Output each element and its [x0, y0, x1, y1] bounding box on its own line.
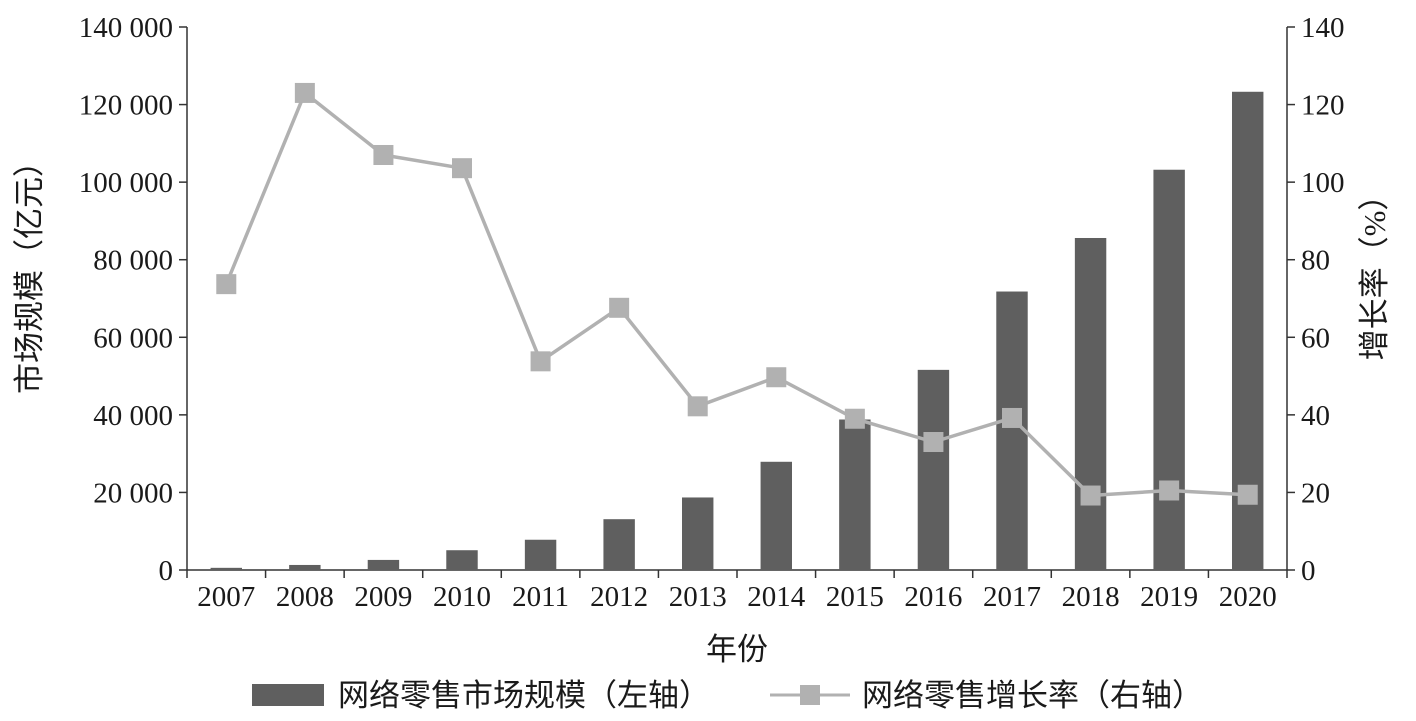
y-left-tick-label: 0	[159, 555, 174, 587]
bar	[210, 567, 242, 570]
growth-marker	[1080, 485, 1101, 506]
growth-marker	[1002, 407, 1022, 428]
x-tick-label: 2011	[512, 581, 569, 613]
y-left-axis-title: 市场规模（亿元）	[12, 146, 47, 394]
y-right-tick-label: 40	[1301, 400, 1330, 432]
bar	[760, 461, 792, 570]
bars-layer	[210, 91, 1264, 570]
x-tick-label: 2013	[669, 581, 727, 613]
x-tick-label: 2014	[747, 581, 806, 613]
growth-marker	[844, 408, 865, 429]
growth-marker	[687, 396, 708, 417]
y-left-tick-label: 120 000	[79, 90, 173, 122]
x-tick-label: 2016	[904, 581, 962, 613]
y-right-axis-title: 增长率（%）	[1357, 180, 1392, 361]
legend: 网络零售市场规模（左轴） 网络零售增长率（右轴）	[252, 678, 1203, 713]
x-tick-label: 2018	[1062, 581, 1120, 613]
x-tick-label: 2007	[197, 581, 255, 613]
legend-line-marker	[800, 685, 820, 705]
line-layer	[216, 82, 1258, 506]
bar	[839, 419, 871, 570]
legend-line-label: 网络零售增长率（右轴）	[862, 678, 1203, 713]
bar	[367, 559, 400, 570]
ticks-layer: 0 20 000 40 000 60 000 80 000 100 000 120 000 1…	[79, 12, 1345, 613]
bar	[603, 519, 635, 570]
y-right-tick-label: 120	[1301, 90, 1345, 122]
bar	[917, 369, 950, 570]
bar	[446, 550, 478, 570]
axes-layer	[179, 26, 1295, 578]
growth-marker	[1237, 484, 1258, 505]
bar	[289, 564, 321, 570]
x-tick-label: 2010	[433, 581, 491, 613]
x-axis-title: 年份	[706, 632, 768, 667]
growth-marker	[530, 351, 551, 372]
x-tick-label: 2020	[1219, 581, 1277, 613]
y-right-tick-label: 140	[1301, 12, 1345, 44]
y-left-tick-label: 20 000	[93, 477, 173, 509]
x-tick-label: 2015	[826, 581, 884, 613]
legend-bar-swatch	[252, 684, 324, 706]
bar	[682, 497, 714, 570]
x-tick-label: 2008	[276, 581, 334, 613]
y-right-tick-label: 60	[1301, 322, 1330, 354]
x-tick-label: 2019	[1140, 581, 1198, 613]
growth-marker	[923, 432, 944, 453]
x-tick-label: 2009	[354, 581, 412, 613]
growth-marker	[452, 158, 472, 179]
growth-marker	[216, 274, 237, 295]
y-right-tick-label: 100	[1301, 167, 1345, 199]
growth-line	[224, 91, 1248, 498]
growth-marker	[294, 82, 315, 103]
bar	[1074, 237, 1107, 570]
legend-bar-label: 网络零售市场规模（左轴）	[338, 678, 710, 713]
y-right-tick-label: 20	[1301, 477, 1330, 509]
bar	[524, 539, 557, 570]
y-left-tick-label: 40 000	[93, 400, 173, 432]
growth-marker	[1159, 480, 1180, 501]
y-right-tick-label: 80	[1301, 245, 1330, 277]
y-left-tick-label: 80 000	[93, 245, 173, 277]
x-tick-label: 2012	[590, 581, 648, 613]
growth-marker	[766, 367, 787, 388]
bar	[1153, 169, 1185, 570]
y-left-tick-label: 60 000	[93, 322, 173, 354]
growth-marker	[373, 144, 394, 165]
x-tick-label: 2017	[983, 581, 1041, 613]
y-left-tick-label: 140 000	[79, 12, 173, 44]
y-left-tick-label: 100 000	[79, 167, 173, 199]
growth-marker	[609, 297, 630, 318]
y-right-tick-label: 0	[1301, 555, 1316, 587]
